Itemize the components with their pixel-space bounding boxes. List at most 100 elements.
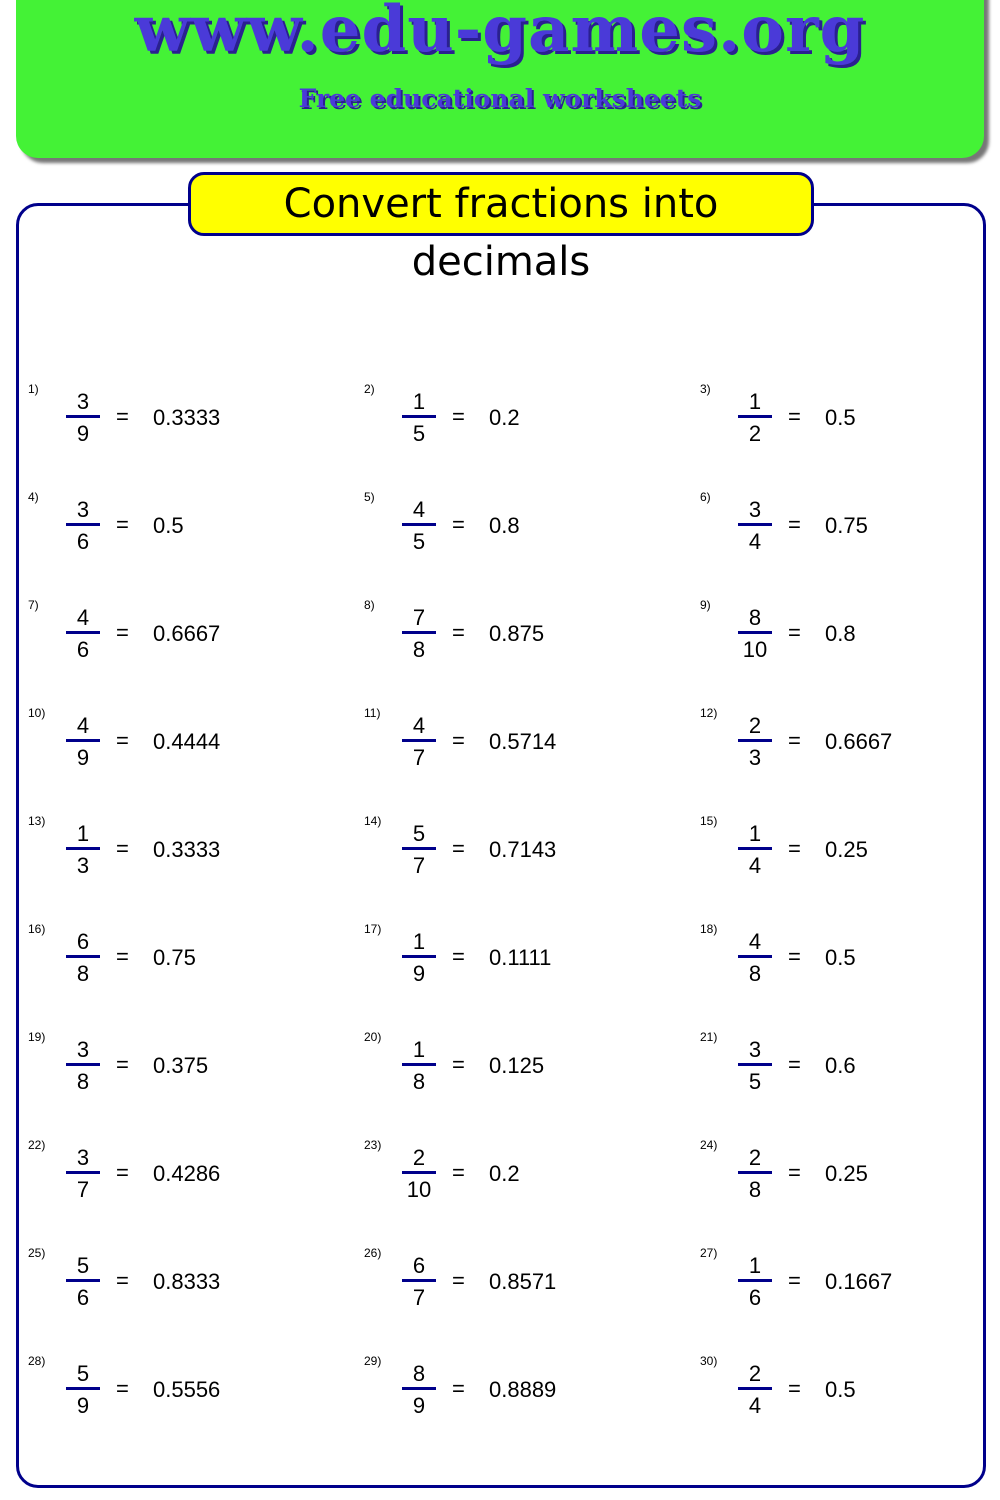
fraction-bar xyxy=(66,847,100,850)
denominator: 9 xyxy=(76,421,90,446)
problem-item: 3) 1 2 = 0.5 xyxy=(700,382,1000,484)
answer: 0.8 xyxy=(825,621,856,646)
numerator: 2 xyxy=(412,1145,426,1170)
numerator: 1 xyxy=(412,1037,426,1062)
equals-sign: = xyxy=(452,728,465,753)
problem-item: 26) 6 7 = 0.8571 xyxy=(364,1246,664,1348)
equals-sign: = xyxy=(452,1376,465,1401)
numerator: 1 xyxy=(748,1253,762,1278)
numerator: 2 xyxy=(748,713,762,738)
problem-item: 5) 4 5 = 0.8 xyxy=(364,490,664,592)
problem-number: 15) xyxy=(700,814,718,828)
answer: 0.5 xyxy=(153,513,184,538)
denominator: 7 xyxy=(412,745,426,770)
fraction-bar xyxy=(738,1171,772,1174)
denominator: 8 xyxy=(76,1069,90,1094)
equals-sign: = xyxy=(788,404,801,429)
fraction-bar xyxy=(738,1387,772,1390)
denominator: 9 xyxy=(76,1393,90,1418)
fraction-bar xyxy=(738,631,772,634)
problem-number: 20) xyxy=(364,1030,382,1044)
equals-sign: = xyxy=(452,1052,465,1077)
equals-sign: = xyxy=(116,1376,129,1401)
problem-item: 22) 3 7 = 0.4286 xyxy=(28,1138,328,1240)
equals-sign: = xyxy=(452,512,465,537)
problem-item: 6) 3 4 = 0.75 xyxy=(700,490,1000,592)
denominator: 9 xyxy=(412,1393,426,1418)
problem-number: 22) xyxy=(28,1138,46,1152)
denominator: 2 xyxy=(748,421,762,446)
fraction-bar xyxy=(66,1063,100,1066)
fraction-bar xyxy=(402,631,436,634)
problem-item: 29) 8 9 = 0.8889 xyxy=(364,1354,664,1456)
fraction-bar xyxy=(66,415,100,418)
fraction-bar xyxy=(402,523,436,526)
problem-item: 28) 5 9 = 0.5556 xyxy=(28,1354,328,1456)
denominator: 6 xyxy=(76,529,90,554)
denominator: 8 xyxy=(412,1069,426,1094)
answer: 0.5714 xyxy=(489,729,557,754)
problem-number: 13) xyxy=(28,814,46,828)
answer: 0.25 xyxy=(825,837,868,862)
denominator: 8 xyxy=(748,961,762,986)
equals-sign: = xyxy=(788,512,801,537)
problem-item: 2) 1 5 = 0.2 xyxy=(364,382,664,484)
problem-number: 12) xyxy=(700,706,718,720)
denominator: 7 xyxy=(76,1177,90,1202)
fraction-bar xyxy=(66,739,100,742)
problem-item: 21) 3 5 = 0.6 xyxy=(700,1030,1000,1132)
problem-item: 1) 3 9 = 0.3333 xyxy=(28,382,328,484)
equals-sign: = xyxy=(788,1376,801,1401)
problem-item: 15) 1 4 = 0.25 xyxy=(700,814,1000,916)
equals-sign: = xyxy=(452,1160,465,1185)
numerator: 3 xyxy=(76,1145,90,1170)
problem-number: 16) xyxy=(28,922,46,936)
denominator: 4 xyxy=(748,853,762,878)
problem-item: 23) 2 10 = 0.2 xyxy=(364,1138,664,1240)
equals-sign: = xyxy=(452,1268,465,1293)
answer: 0.375 xyxy=(153,1053,209,1078)
fraction-bar xyxy=(402,415,436,418)
problem-item: 12) 2 3 = 0.6667 xyxy=(700,706,1000,808)
problem-number: 5) xyxy=(364,490,375,504)
problem-number: 18) xyxy=(700,922,718,936)
answer: 0.4444 xyxy=(153,729,221,754)
problem-item: 14) 5 7 = 0.7143 xyxy=(364,814,664,916)
numerator: 5 xyxy=(412,821,426,846)
denominator: 10 xyxy=(742,637,768,662)
answer: 0.1111 xyxy=(489,945,552,970)
numerator: 4 xyxy=(412,497,426,522)
answer: 0.8 xyxy=(489,513,520,538)
answer: 0.5 xyxy=(825,405,856,430)
problem-number: 25) xyxy=(28,1246,46,1260)
fraction-bar xyxy=(402,847,436,850)
problem-item: 30) 2 4 = 0.5 xyxy=(700,1354,1000,1456)
problem-item: 24) 2 8 = 0.25 xyxy=(700,1138,1000,1240)
fraction-bar xyxy=(66,631,100,634)
denominator: 6 xyxy=(76,1285,90,1310)
equals-sign: = xyxy=(452,836,465,861)
denominator: 9 xyxy=(412,961,426,986)
answer: 0.6667 xyxy=(825,729,893,754)
numerator: 3 xyxy=(748,1037,762,1062)
fraction-bar xyxy=(738,1279,772,1282)
problem-number: 19) xyxy=(28,1030,46,1044)
fraction-bar xyxy=(66,523,100,526)
problem-number: 21) xyxy=(700,1030,718,1044)
fraction-bar xyxy=(738,415,772,418)
fraction-bar xyxy=(402,955,436,958)
problem-number: 8) xyxy=(364,598,375,612)
problem-number: 3) xyxy=(700,382,711,396)
equals-sign: = xyxy=(116,1160,129,1185)
answer: 0.25 xyxy=(825,1161,868,1186)
equals-sign: = xyxy=(452,620,465,645)
denominator: 4 xyxy=(748,1393,762,1418)
equals-sign: = xyxy=(788,728,801,753)
fraction-bar xyxy=(738,955,772,958)
answer: 0.4286 xyxy=(153,1161,221,1186)
numerator: 6 xyxy=(76,929,90,954)
equals-sign: = xyxy=(116,1052,129,1077)
problem-item: 9) 8 10 = 0.8 xyxy=(700,598,1000,700)
answer: 0.6 xyxy=(825,1053,856,1078)
problem-number: 24) xyxy=(700,1138,718,1152)
